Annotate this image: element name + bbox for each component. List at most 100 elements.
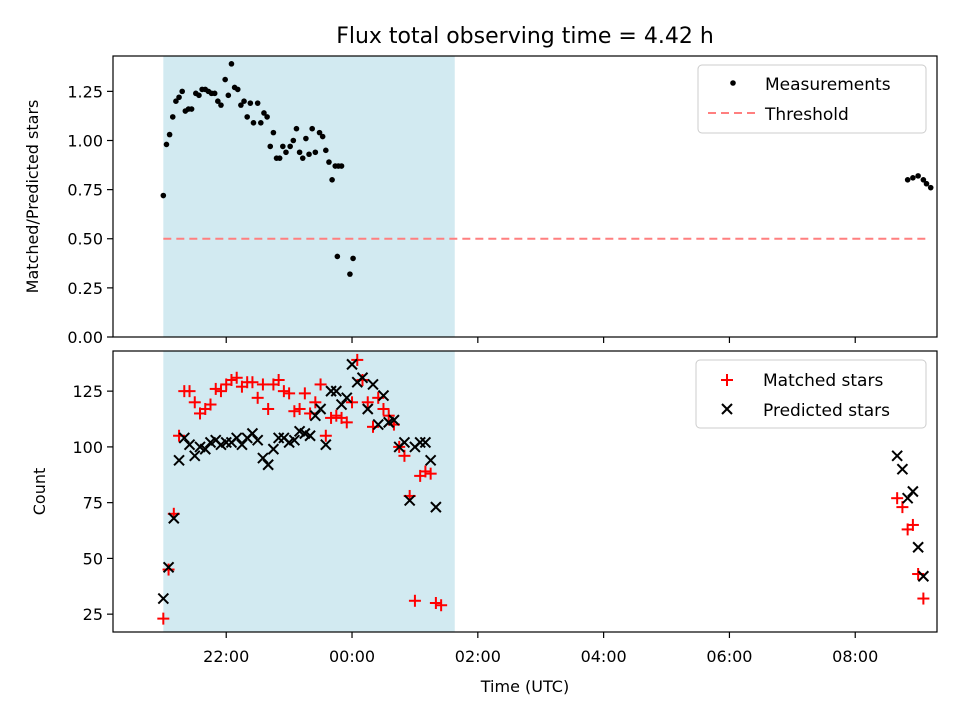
x-tick-label: 06:00	[706, 647, 752, 666]
matched-star-point	[225, 373, 238, 386]
measurement-point	[228, 61, 235, 67]
count-y-axis-label: Count	[30, 468, 49, 516]
matched-star-point	[162, 563, 175, 576]
predicted-star-point	[325, 385, 337, 397]
predicted-star-point	[367, 378, 379, 391]
matched-star-point	[204, 398, 217, 411]
measurement-point	[218, 102, 224, 108]
ratio-panel-frame	[112, 55, 938, 338]
observing-window-shade-lower	[163, 351, 455, 632]
predicted-star-point	[341, 392, 353, 404]
matched-star-point	[361, 396, 374, 409]
predicted-star-point	[901, 492, 914, 504]
matched-star-point	[398, 449, 411, 462]
predicted-star-point	[178, 432, 190, 444]
predicted-star-point	[917, 570, 930, 582]
measurement-point	[904, 176, 911, 183]
predicted-star-point	[912, 541, 924, 553]
measurement-point	[910, 175, 916, 181]
measurement-point	[287, 143, 293, 150]
matched-star-point	[246, 376, 259, 389]
measurement-point	[179, 88, 185, 95]
measurement-point	[280, 143, 286, 150]
measurement-point	[329, 176, 335, 183]
count-y-ticks: 25 50 75 100 125	[72, 382, 113, 624]
measurement-point	[244, 114, 250, 120]
x-tick-label: 04:00	[581, 647, 627, 666]
predicted-star-point	[304, 430, 316, 442]
predicted-star-point	[173, 454, 185, 466]
y-tick-label: 0.75	[67, 181, 103, 200]
measurement-point	[234, 86, 241, 93]
matched-star-point	[209, 382, 222, 395]
measurement-point	[276, 155, 283, 161]
predicted-star-point	[430, 501, 442, 513]
measurement-point	[923, 180, 930, 187]
ratio-y-ticks: 0.00 0.25 0.50 0.75 1.00 1.25	[67, 82, 113, 347]
measurement-point	[267, 143, 274, 150]
measurement-point	[261, 110, 267, 116]
matched-star-point	[435, 599, 448, 612]
observing-window-shade	[163, 56, 455, 337]
predicted-star-point	[377, 389, 390, 402]
predicted-star-point	[157, 592, 170, 605]
measurement-point	[160, 192, 167, 199]
predicted-star-point	[419, 436, 432, 449]
measurement-point	[316, 129, 323, 136]
matched-star-point	[251, 391, 264, 404]
legend-predicted-label: Predicted stars	[763, 401, 890, 421]
measurement-point	[176, 94, 182, 101]
matched-star-point	[891, 492, 904, 505]
predicted-star-point	[907, 485, 919, 498]
measurement-point	[326, 159, 332, 165]
measurement-point	[293, 125, 300, 132]
matched-star-point	[906, 518, 919, 531]
matched-star-point	[157, 612, 170, 625]
predicted-star-point	[891, 450, 903, 462]
y-tick-label: 75	[83, 494, 103, 513]
measurement-point	[250, 120, 257, 126]
y-tick-label: 1.00	[67, 131, 103, 150]
measurement-point	[347, 271, 353, 277]
matched-star-point	[183, 385, 196, 398]
measurement-point	[334, 253, 341, 260]
predicted-star-point	[183, 438, 196, 451]
predicted-star-point	[362, 403, 374, 415]
measurement-point	[258, 120, 264, 126]
predicted-star-point	[230, 432, 243, 444]
matched-star-point	[277, 385, 290, 398]
measurement-point	[323, 147, 329, 154]
predicted-stars-series	[157, 358, 930, 605]
matched-star-point	[309, 396, 322, 409]
measurement-point	[270, 129, 277, 136]
matched-star-point	[288, 405, 301, 418]
ratio-x-ticks	[225, 337, 856, 343]
matched-star-point	[429, 597, 442, 610]
count-x-ticks: 22:00 00:00 02:00 04:00 06:00 08:00	[203, 632, 878, 666]
measurement-point	[920, 176, 927, 183]
legend-threshold-label: Threshold	[764, 105, 849, 125]
measurement-point	[241, 98, 247, 104]
predicted-star-point	[320, 438, 332, 451]
x-tick-label: 02:00	[455, 647, 501, 666]
predicted-star-point	[189, 450, 201, 462]
measurement-point	[350, 255, 356, 262]
measurements-series	[160, 61, 934, 277]
matched-star-point	[262, 402, 275, 415]
measurement-point	[299, 155, 306, 161]
measurement-point	[927, 184, 934, 191]
matched-star-point	[419, 465, 432, 478]
ratio-panel: 0.00 0.25 0.50 0.75 1.00 1.25 Matched/Predict…	[23, 55, 938, 347]
x-tick-label: 00:00	[329, 647, 375, 666]
predicted-star-point	[424, 454, 437, 466]
matched-star-point	[377, 402, 390, 415]
measurement-point	[238, 102, 244, 108]
predicted-star-point	[168, 512, 180, 524]
measurement-point	[196, 92, 202, 99]
y-tick-label: 25	[83, 605, 103, 624]
measurement-point	[309, 125, 315, 132]
predicted-star-point	[346, 358, 358, 371]
measurement-point	[247, 100, 254, 106]
matched-star-point	[330, 409, 343, 422]
matched-star-point	[214, 385, 227, 398]
